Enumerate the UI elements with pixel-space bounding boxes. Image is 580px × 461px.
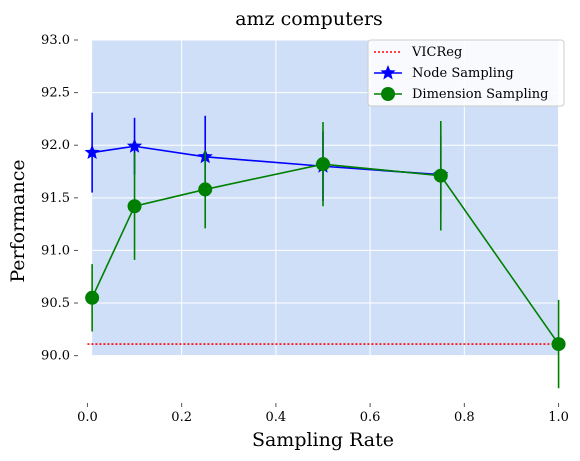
legend-item-dimension-sampling: Dimension Sampling (374, 87, 548, 102)
x-tick-label-3: 0.6 (360, 410, 381, 425)
chart-title: amz computers (235, 8, 383, 30)
point-circle-1-5 (551, 337, 566, 352)
y-axis-label: Performance (7, 159, 29, 282)
y-tick-label-2: 91.0 (41, 243, 70, 258)
x-tick-label-5: 1.0 (548, 410, 569, 425)
y-tick-label-0: 90.0 (41, 349, 70, 364)
axes: 0.0 0.2 0.4 0.6 0.8 1.0 90.0 90.5 91.0 91.5 92.0 92… (41, 33, 569, 425)
y-tick-label-5: 92.5 (41, 86, 70, 101)
legend-marker-circle (381, 87, 395, 101)
x-axis-label: Sampling Rate (252, 429, 394, 451)
point-circle-1-1 (127, 199, 142, 214)
legend: VICReg Node Sampling Dimension Sampling (367, 39, 565, 107)
point-circle-1-0 (85, 290, 100, 305)
point-circle-1-3 (316, 157, 330, 172)
legend-label-dimension-sampling: Dimension Sampling (412, 87, 548, 102)
y-tick-label-1: 90.5 (41, 296, 70, 311)
x-tick-label-2: 0.4 (266, 410, 287, 425)
legend-label-node-sampling: Node Sampling (412, 66, 514, 81)
grid (86, 39, 560, 357)
y-tick-label-4: 92.0 (41, 138, 70, 153)
legend-marker-star (380, 65, 396, 80)
series-1 (85, 121, 566, 389)
legend-item-baseline: VICReg (374, 45, 462, 60)
x-tick-label-0: 0.0 (77, 410, 98, 425)
x-tick-label-1: 0.2 (171, 410, 192, 425)
y-tick-label-6: 93.0 (41, 33, 70, 48)
legend-label-baseline: VICReg (411, 45, 462, 60)
point-star-0-0 (84, 144, 100, 160)
series-line-1 (91, 163, 560, 345)
point-circle-1-2 (198, 182, 213, 197)
series-group (84, 112, 566, 389)
y-tick-label-3: 91.5 (41, 191, 70, 206)
legend-box (367, 39, 565, 107)
point-star-0-1 (126, 138, 143, 153)
x-tick-label-4: 0.8 (454, 410, 475, 425)
legend-item-node-sampling: Node Sampling (374, 65, 514, 81)
point-circle-1-4 (433, 168, 448, 183)
